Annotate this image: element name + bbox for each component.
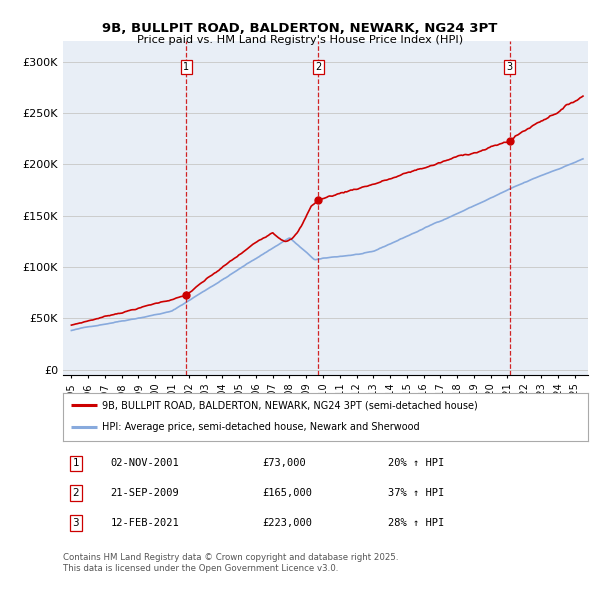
Text: 37% ↑ HPI: 37% ↑ HPI [389, 488, 445, 498]
Text: HPI: Average price, semi-detached house, Newark and Sherwood: HPI: Average price, semi-detached house,… [103, 422, 420, 432]
Text: 12-FEB-2021: 12-FEB-2021 [110, 518, 179, 528]
Text: Contains HM Land Registry data © Crown copyright and database right 2025.
This d: Contains HM Land Registry data © Crown c… [63, 553, 398, 573]
Text: 20% ↑ HPI: 20% ↑ HPI [389, 458, 445, 468]
Text: Price paid vs. HM Land Registry's House Price Index (HPI): Price paid vs. HM Land Registry's House … [137, 35, 463, 45]
Text: 21-SEP-2009: 21-SEP-2009 [110, 488, 179, 498]
Text: 1: 1 [183, 62, 189, 72]
Text: £165,000: £165,000 [263, 488, 313, 498]
Text: 2: 2 [73, 488, 79, 498]
Text: £223,000: £223,000 [263, 518, 313, 528]
Text: 9B, BULLPIT ROAD, BALDERTON, NEWARK, NG24 3PT: 9B, BULLPIT ROAD, BALDERTON, NEWARK, NG2… [103, 22, 497, 35]
Text: 9B, BULLPIT ROAD, BALDERTON, NEWARK, NG24 3PT (semi-detached house): 9B, BULLPIT ROAD, BALDERTON, NEWARK, NG2… [103, 400, 478, 410]
Text: 28% ↑ HPI: 28% ↑ HPI [389, 518, 445, 528]
Text: £73,000: £73,000 [263, 458, 306, 468]
Text: 3: 3 [73, 518, 79, 528]
Text: 2: 2 [315, 62, 322, 72]
Text: 02-NOV-2001: 02-NOV-2001 [110, 458, 179, 468]
Text: 3: 3 [506, 62, 512, 72]
Text: 1: 1 [73, 458, 79, 468]
